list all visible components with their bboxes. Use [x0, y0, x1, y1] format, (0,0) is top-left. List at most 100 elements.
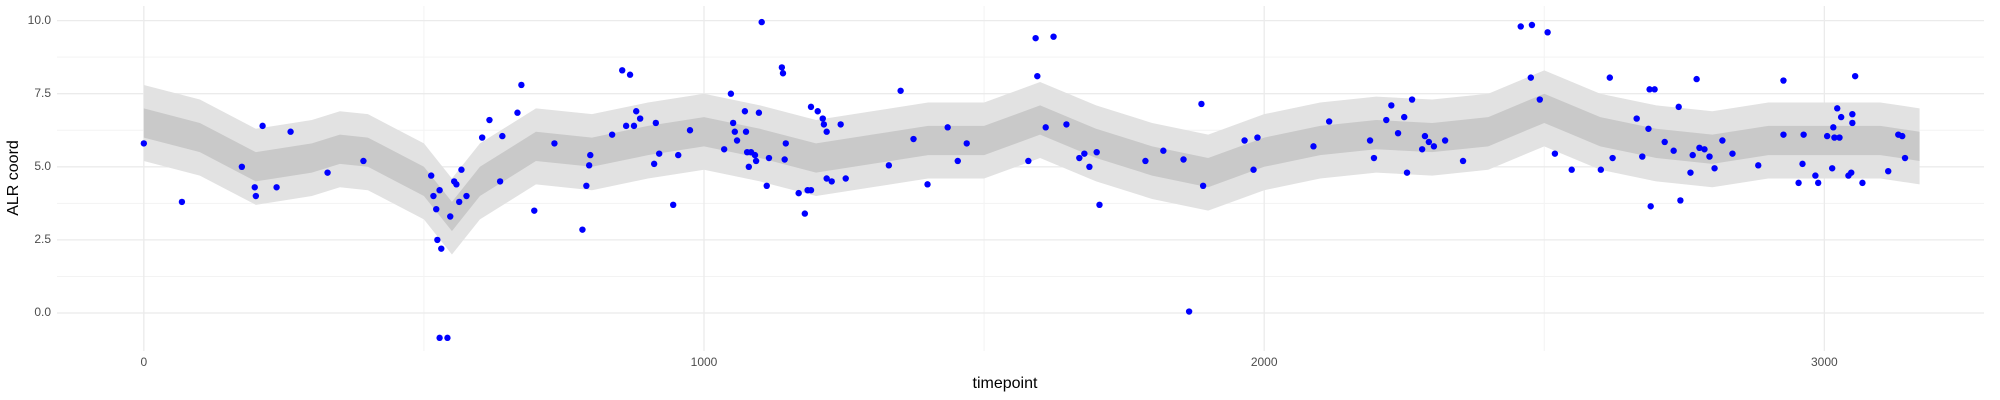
point — [608, 131, 616, 138]
point — [720, 146, 728, 153]
point — [1544, 29, 1551, 36]
point — [1661, 138, 1668, 146]
point — [579, 226, 586, 233]
point — [633, 108, 640, 115]
point — [434, 236, 441, 244]
point — [1050, 33, 1057, 40]
point — [486, 116, 493, 124]
point — [1185, 308, 1193, 315]
point — [626, 71, 634, 78]
point — [1711, 165, 1718, 172]
point — [324, 169, 331, 176]
point — [823, 175, 830, 182]
point — [1837, 113, 1845, 121]
point — [828, 178, 835, 185]
point — [238, 163, 246, 171]
y-tick-label: 10.0 — [28, 13, 52, 27]
interval-band — [143, 70, 1920, 255]
point — [585, 162, 593, 169]
point — [1606, 74, 1614, 81]
point — [1780, 131, 1787, 138]
point — [458, 166, 465, 173]
point — [1408, 96, 1416, 103]
point — [430, 192, 437, 200]
point — [1536, 96, 1543, 103]
point — [1885, 167, 1892, 175]
point — [1425, 138, 1433, 146]
point — [1254, 134, 1261, 141]
point — [1701, 146, 1708, 153]
point — [1241, 137, 1248, 144]
y-tick-label: 5.0 — [34, 159, 51, 173]
y-tick-label: 0.0 — [34, 305, 51, 319]
point — [807, 186, 815, 194]
point — [1551, 150, 1559, 157]
point — [652, 119, 660, 127]
point — [1597, 166, 1605, 173]
point — [758, 18, 765, 26]
point — [1325, 118, 1333, 125]
point — [823, 128, 830, 135]
point — [742, 128, 750, 135]
point — [1639, 153, 1646, 160]
point — [1849, 119, 1856, 127]
point — [763, 182, 770, 190]
point — [1687, 169, 1694, 176]
y-axis-title: ALR coord — [5, 140, 22, 216]
point — [819, 115, 826, 122]
point — [287, 128, 294, 135]
point — [1025, 157, 1032, 165]
point — [438, 245, 445, 252]
point — [436, 186, 443, 194]
point — [924, 181, 931, 188]
point — [1696, 144, 1703, 152]
point — [1689, 151, 1696, 159]
point — [1677, 197, 1684, 204]
point — [1706, 153, 1713, 160]
point — [444, 334, 451, 342]
point — [1849, 110, 1856, 118]
point — [1795, 179, 1802, 187]
point — [1459, 157, 1467, 165]
point — [1812, 172, 1819, 179]
point — [1814, 179, 1822, 187]
point — [178, 198, 186, 206]
point — [1180, 156, 1187, 163]
point — [478, 134, 486, 141]
point — [807, 103, 815, 111]
point — [782, 140, 789, 147]
point — [1780, 77, 1787, 84]
interval-band — [143, 93, 1920, 232]
point — [433, 205, 440, 213]
point — [1394, 129, 1402, 137]
point — [1527, 74, 1535, 81]
point — [755, 109, 763, 116]
point — [1430, 143, 1438, 150]
point — [360, 157, 367, 165]
point — [1831, 134, 1838, 141]
point — [636, 115, 644, 122]
point — [496, 178, 504, 185]
point — [1836, 134, 1843, 141]
point — [837, 121, 844, 128]
point — [622, 122, 630, 130]
point — [1670, 147, 1677, 154]
point — [1848, 169, 1855, 176]
point — [1823, 132, 1831, 140]
point — [1647, 203, 1654, 210]
point — [447, 213, 454, 220]
point — [954, 157, 961, 165]
point — [453, 181, 460, 188]
point — [1310, 143, 1317, 150]
point — [729, 119, 737, 127]
point — [1086, 163, 1093, 171]
point — [514, 109, 521, 116]
point — [765, 154, 773, 162]
point — [1828, 165, 1836, 172]
y-tick-label: 2.5 — [34, 232, 51, 246]
point — [1675, 103, 1682, 111]
point — [551, 140, 558, 147]
point — [733, 137, 741, 144]
